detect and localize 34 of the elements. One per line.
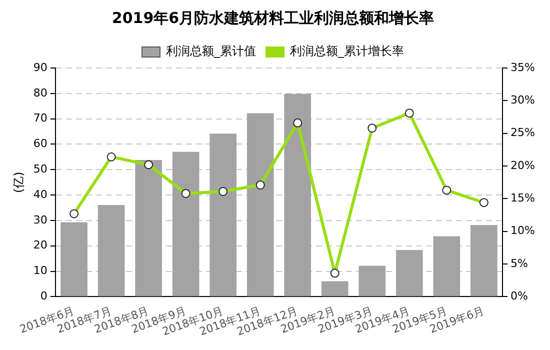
y2-tick-label: 35%: [510, 60, 536, 74]
bar: [433, 236, 460, 296]
y-tick-label: 80: [33, 86, 48, 100]
bar: [246, 113, 274, 296]
bar: [358, 266, 386, 296]
y2-tick-label: 25%: [510, 126, 536, 140]
bar: [396, 250, 423, 296]
bar: [210, 134, 236, 296]
legend-label: 利润总额_累计值: [166, 44, 256, 58]
y-tick-label: 10: [33, 264, 48, 278]
bar: [172, 152, 200, 296]
bar: [60, 222, 88, 296]
bar: [98, 204, 125, 296]
y-tick-label: 40: [33, 188, 48, 201]
y-tick-label: 90: [33, 60, 48, 74]
y2-tick-label: 10%: [510, 224, 536, 238]
y-tick-label: 20: [33, 238, 48, 252]
y-tick-label: 0: [40, 290, 48, 303]
bar: [135, 160, 162, 296]
y-tick-label: 30: [33, 213, 48, 226]
y2-tick-label: 0%: [510, 290, 528, 303]
y2-tick-label: 20%: [510, 158, 536, 172]
y2-tick-label: 30%: [510, 94, 536, 107]
bar: [284, 94, 312, 296]
legend-label: 利润总额_累计增长率: [290, 44, 404, 58]
chart-title: 2019年6月防水建筑材料工业利润总额和增长率: [112, 8, 434, 27]
y2-tick-label: 15%: [510, 192, 536, 205]
y-tick-label: 50: [33, 162, 48, 176]
y-tick-label: 70: [33, 112, 48, 125]
y2-tick-label: 5%: [510, 256, 528, 270]
bar: [321, 281, 348, 296]
y-axis-title: (亿): [11, 172, 26, 194]
y-tick-label: 60: [33, 137, 48, 150]
bar: [470, 225, 498, 296]
